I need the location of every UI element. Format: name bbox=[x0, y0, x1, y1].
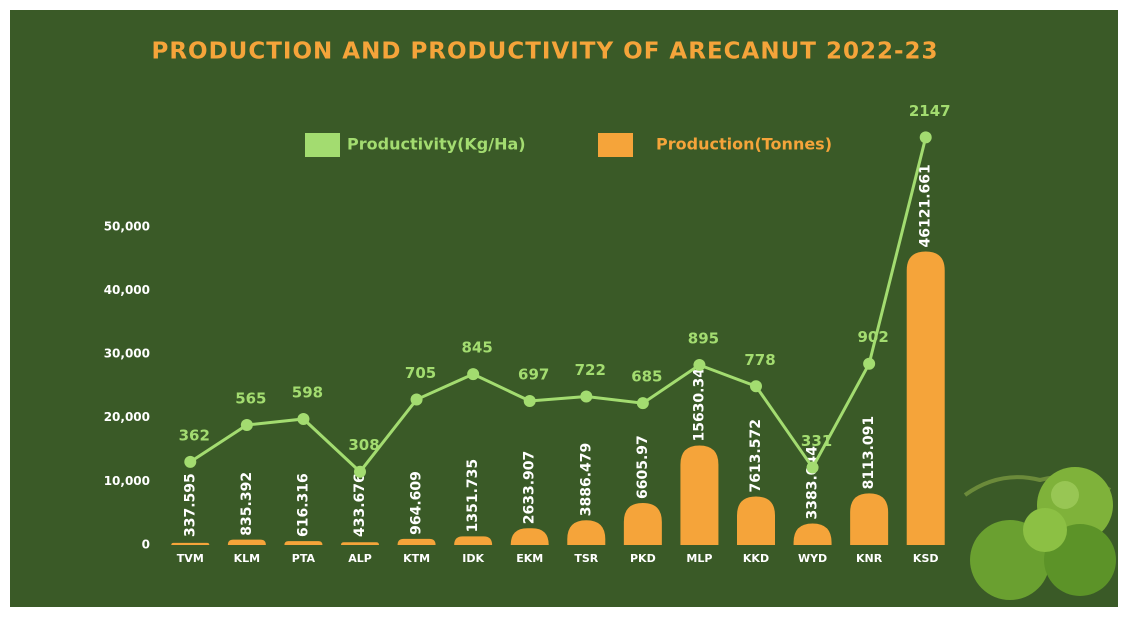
bar-value-label: 433.676 bbox=[352, 473, 368, 537]
x-tick-label: EKM bbox=[516, 552, 543, 565]
line-point bbox=[354, 465, 366, 478]
line-value-label: 722 bbox=[575, 361, 606, 379]
line-value-label: 902 bbox=[857, 328, 888, 346]
background bbox=[10, 10, 1118, 607]
line-point bbox=[580, 390, 593, 403]
x-tick-label: IDK bbox=[462, 552, 484, 565]
bar bbox=[454, 536, 493, 545]
line-point bbox=[636, 397, 649, 410]
bar bbox=[171, 542, 210, 545]
line-point bbox=[184, 455, 197, 468]
bar-value-label: 616.316 bbox=[295, 473, 311, 537]
bar bbox=[567, 520, 606, 545]
bar-value-label: 3886.479 bbox=[578, 443, 594, 517]
bar-value-label: 46121.661 bbox=[918, 164, 934, 247]
bar-value-label: 2633.907 bbox=[522, 451, 538, 525]
line-value-label: 895 bbox=[688, 330, 719, 348]
line-point bbox=[806, 461, 819, 474]
bar bbox=[737, 496, 775, 545]
y-tick-label: 40,000 bbox=[104, 283, 150, 297]
line-value-label: 778 bbox=[744, 351, 775, 369]
chart-title: PRODUCTION AND PRODUCTIVITY OF ARECANUT … bbox=[151, 39, 938, 65]
x-tick-label: KSD bbox=[913, 552, 939, 565]
x-tick-label: ALP bbox=[348, 552, 372, 565]
line-point bbox=[297, 413, 310, 425]
legend-swatch bbox=[598, 133, 633, 157]
line-point bbox=[750, 380, 762, 393]
bar-value-label: 835.392 bbox=[239, 472, 255, 536]
bar-value-label: 337.595 bbox=[182, 473, 198, 537]
bar bbox=[397, 538, 436, 545]
x-tick-label: MLP bbox=[686, 552, 712, 565]
x-tick-label: WYD bbox=[798, 552, 827, 565]
bar bbox=[227, 539, 266, 545]
line-point bbox=[410, 393, 423, 406]
line-point bbox=[240, 419, 253, 431]
line-point bbox=[523, 395, 536, 407]
y-tick-label: 30,000 bbox=[104, 347, 150, 361]
areca-image bbox=[963, 467, 1116, 600]
y-tick-label: 50,000 bbox=[104, 219, 150, 233]
bar-value-label: 6605.97 bbox=[635, 435, 651, 499]
bar bbox=[510, 528, 549, 545]
bar bbox=[793, 523, 832, 545]
line-point bbox=[693, 359, 706, 371]
bar-value-label: 1351.735 bbox=[465, 459, 481, 533]
x-tick-label: PKD bbox=[630, 552, 656, 565]
x-tick-label: KLM bbox=[234, 552, 260, 565]
line-value-label: 331 bbox=[801, 432, 832, 450]
line bbox=[189, 137, 928, 474]
bar bbox=[284, 541, 323, 545]
x-tick-label: TVM bbox=[177, 552, 204, 565]
bar-value-label: 8113.091 bbox=[861, 416, 877, 490]
x-tick-label: KNR bbox=[856, 552, 883, 565]
y-tick-label: 10,000 bbox=[104, 474, 150, 488]
y-tick-label: 20,000 bbox=[104, 410, 150, 424]
line-point bbox=[467, 368, 480, 381]
legend-label: Production(Tonnes) bbox=[656, 135, 832, 154]
line-value-label: 565 bbox=[235, 390, 266, 408]
line-value-label: 308 bbox=[348, 436, 379, 454]
x-tick-label: TSR bbox=[574, 552, 598, 565]
bar-value-label: 964.609 bbox=[409, 471, 425, 535]
line-point bbox=[919, 131, 932, 144]
x-tick-label: PTA bbox=[292, 552, 316, 565]
bar bbox=[680, 445, 719, 545]
bar-value-label: 7613.572 bbox=[748, 419, 764, 493]
bar bbox=[850, 493, 889, 545]
line-value-label: 2147 bbox=[909, 102, 951, 120]
line-value-label: 697 bbox=[518, 366, 549, 384]
line-value-label: 598 bbox=[292, 384, 323, 402]
legend-swatch bbox=[305, 133, 340, 157]
y-tick-label: 0 bbox=[142, 538, 150, 552]
line-value-label: 705 bbox=[405, 364, 436, 382]
bar bbox=[906, 251, 945, 545]
legend-label: Productivity(Kg/Ha) bbox=[347, 135, 526, 154]
line-value-label: 845 bbox=[461, 339, 492, 357]
bar bbox=[341, 542, 379, 545]
x-tick-label: KKD bbox=[743, 552, 769, 565]
bar bbox=[623, 502, 662, 545]
x-tick-label: KTM bbox=[403, 552, 430, 565]
line-value-label: 685 bbox=[631, 368, 662, 386]
bar-value-label: 15630.34 bbox=[691, 368, 707, 442]
line-point bbox=[863, 357, 876, 370]
line-value-label: 362 bbox=[179, 426, 210, 444]
